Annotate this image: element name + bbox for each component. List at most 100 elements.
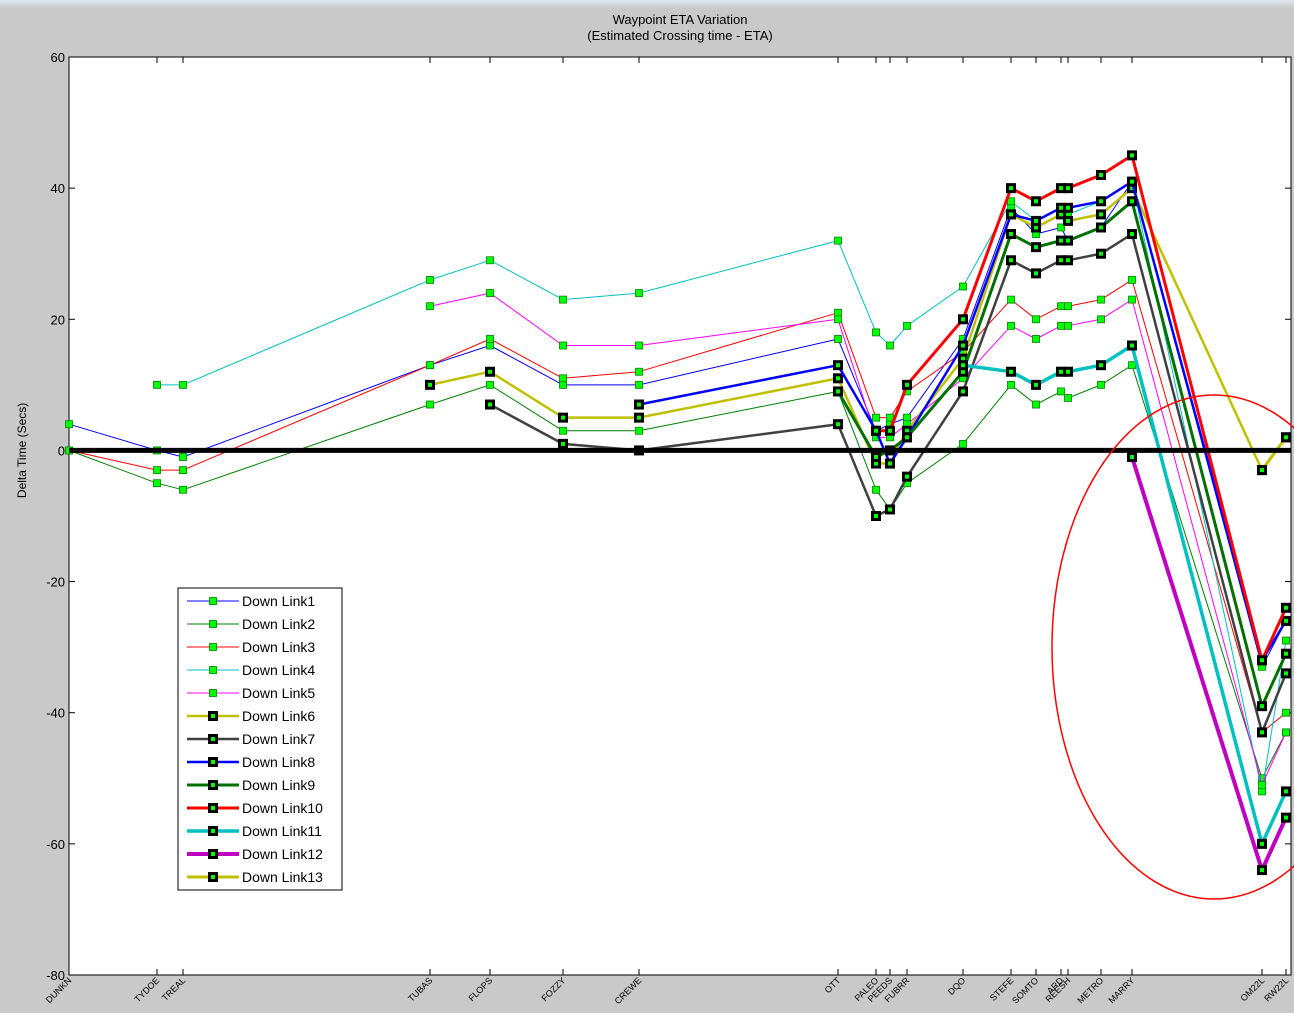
data-point-core bbox=[488, 369, 492, 374]
series-down-link11 bbox=[958, 340, 1291, 849]
data-point-core bbox=[1066, 205, 1070, 210]
legend-label: Down Link3 bbox=[242, 639, 315, 655]
series-lines bbox=[65, 150, 1291, 876]
legend-label: Down Link2 bbox=[242, 616, 315, 632]
data-point bbox=[1057, 387, 1065, 396]
series-down-link10 bbox=[871, 150, 1291, 666]
waypoint-label: SOMTO bbox=[1010, 975, 1040, 1005]
data-point-core bbox=[961, 317, 965, 322]
data-point bbox=[559, 295, 567, 304]
data-point bbox=[559, 374, 567, 383]
data-point-core bbox=[1260, 658, 1264, 663]
data-point bbox=[834, 236, 842, 245]
data-point bbox=[153, 380, 161, 389]
data-point-core bbox=[1059, 369, 1063, 374]
data-point-core bbox=[1099, 199, 1103, 204]
data-point bbox=[1057, 302, 1065, 311]
chart-subtitle: (Estimated Crossing time - ETA) bbox=[587, 28, 772, 43]
series-down-link2 bbox=[65, 361, 1290, 783]
data-point bbox=[635, 289, 643, 297]
legend-entry: Down Link7 bbox=[187, 731, 315, 747]
legend-label: Down Link7 bbox=[242, 731, 315, 747]
data-point-core bbox=[888, 461, 892, 466]
legend-entry: Down Link6 bbox=[187, 708, 315, 724]
window-top-fade bbox=[0, 0, 1294, 8]
data-point-core bbox=[961, 369, 965, 374]
legend-label: Down Link6 bbox=[242, 708, 315, 724]
data-point-core bbox=[836, 389, 840, 394]
data-point bbox=[872, 328, 880, 337]
data-point bbox=[486, 380, 494, 389]
data-point-core bbox=[1284, 789, 1288, 794]
data-point-core bbox=[1130, 454, 1134, 459]
data-point bbox=[635, 367, 643, 376]
data-point-core bbox=[1066, 258, 1070, 263]
y-tick-label: -80 bbox=[46, 968, 65, 983]
data-point-core bbox=[905, 428, 909, 433]
data-point-core bbox=[1260, 704, 1264, 709]
data-point bbox=[1064, 394, 1072, 402]
data-point bbox=[153, 479, 161, 488]
data-point bbox=[486, 289, 494, 297]
data-point-core bbox=[1284, 605, 1288, 610]
data-point-core bbox=[888, 428, 892, 433]
legend-marker bbox=[209, 689, 217, 697]
data-point-core bbox=[961, 356, 965, 361]
data-point bbox=[834, 308, 842, 317]
data-point-core bbox=[1034, 245, 1038, 250]
data-point-core bbox=[1066, 218, 1070, 223]
legend-entry: Down Link13 bbox=[187, 869, 323, 885]
waypoint-label: OM22L bbox=[1238, 975, 1266, 1003]
data-point bbox=[903, 413, 911, 422]
legend-marker-core bbox=[211, 737, 215, 741]
data-point-core bbox=[561, 415, 565, 420]
data-point-core bbox=[1066, 186, 1070, 191]
data-point-core bbox=[1034, 218, 1038, 223]
waypoint-label: TYDOE bbox=[132, 975, 161, 1004]
legend-marker bbox=[209, 597, 217, 605]
y-tick-label: -20 bbox=[46, 575, 65, 590]
data-point-core bbox=[637, 415, 641, 420]
waypoint-label: FLOPS bbox=[466, 975, 494, 1003]
data-point-core bbox=[1130, 179, 1134, 184]
legend-marker-core bbox=[211, 806, 215, 810]
data-point-core bbox=[836, 363, 840, 368]
data-point bbox=[1097, 295, 1105, 304]
data-point bbox=[426, 400, 434, 409]
data-point-core bbox=[1260, 841, 1264, 846]
legend-label: Down Link5 bbox=[242, 685, 315, 701]
data-point-core bbox=[1009, 212, 1013, 217]
data-point bbox=[1258, 780, 1266, 789]
data-point-core bbox=[1009, 369, 1013, 374]
waypoint-label: RW22L bbox=[1262, 975, 1290, 1003]
legend-marker-core bbox=[211, 829, 215, 833]
legend-label: Down Link8 bbox=[242, 754, 315, 770]
data-point-core bbox=[1066, 238, 1070, 243]
legend-label: Down Link10 bbox=[242, 800, 323, 816]
data-point-core bbox=[637, 402, 641, 407]
y-tick-label: -40 bbox=[46, 706, 65, 721]
data-point-core bbox=[428, 382, 432, 387]
data-point bbox=[559, 426, 567, 435]
y-axis-label: Delta Time (Secs) bbox=[15, 403, 29, 498]
data-point bbox=[1064, 302, 1072, 311]
data-point bbox=[635, 426, 643, 435]
series-line bbox=[876, 153, 1288, 662]
waypoint-label: METRO bbox=[1075, 975, 1105, 1005]
data-point-core bbox=[1260, 868, 1264, 873]
legend: Down Link1 Down Link2 Down Link3 Down Link4… bbox=[177, 587, 343, 891]
series-down-link5 bbox=[426, 289, 1290, 789]
data-point bbox=[635, 380, 643, 389]
series-down-link12 bbox=[1127, 451, 1291, 876]
data-point-core bbox=[1059, 212, 1063, 217]
legend-entry: Down Link5 bbox=[187, 685, 315, 701]
data-point bbox=[1097, 380, 1105, 389]
data-point-core bbox=[1034, 382, 1038, 387]
data-point bbox=[1057, 321, 1065, 330]
data-point-core bbox=[1260, 468, 1264, 473]
data-point-core bbox=[1099, 212, 1103, 217]
data-point-core bbox=[1284, 435, 1288, 440]
data-point-core bbox=[1130, 232, 1134, 237]
